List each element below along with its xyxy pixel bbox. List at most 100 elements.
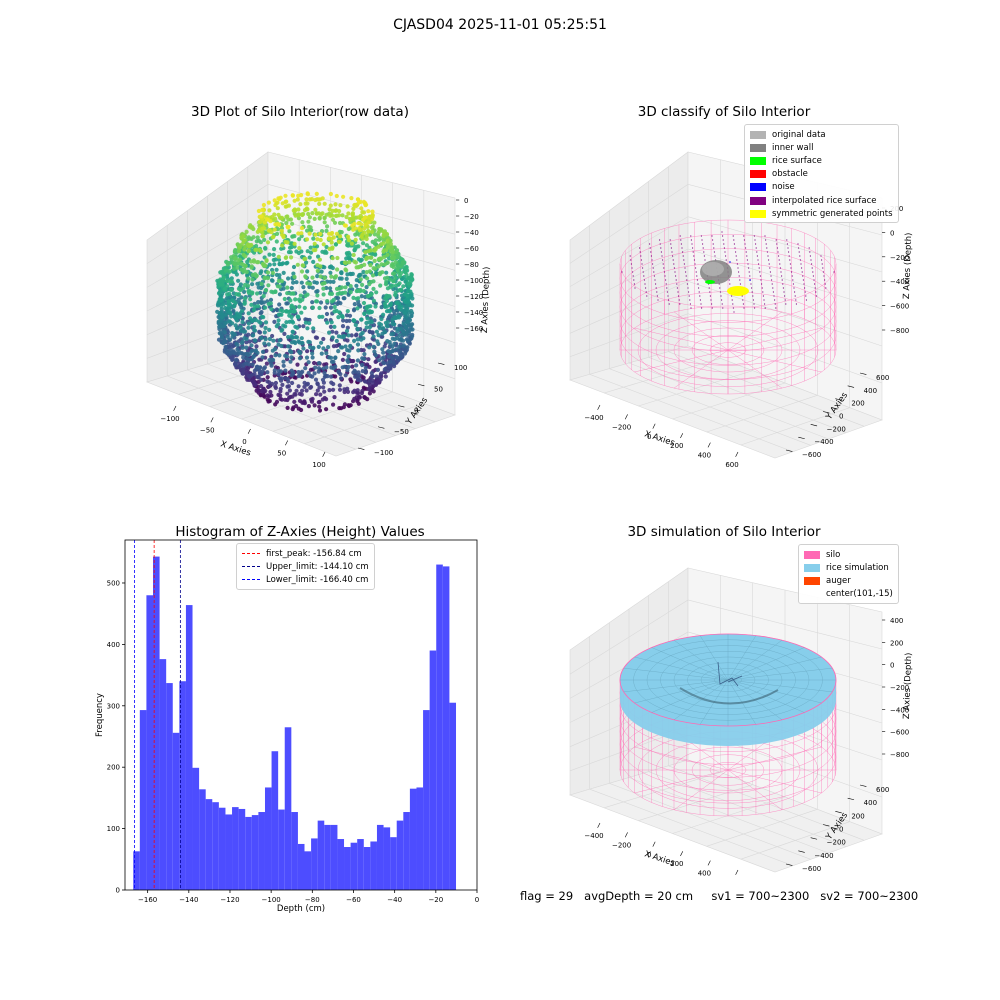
- point: [302, 208, 308, 213]
- point: [398, 349, 403, 354]
- point: [350, 212, 355, 218]
- legend-swatch: [750, 183, 766, 192]
- interpolated-point: [621, 271, 623, 273]
- point: [320, 211, 325, 216]
- point: [401, 284, 406, 289]
- point: [220, 282, 225, 287]
- point: [380, 356, 385, 361]
- classify-panel-title: 3D classify of Silo Interior: [637, 104, 811, 120]
- point: [296, 193, 301, 198]
- histogram-bar: [264, 787, 272, 890]
- point: [231, 266, 237, 271]
- tick-mark: [785, 449, 793, 452]
- histogram-bar: [225, 814, 233, 890]
- point: [352, 368, 357, 373]
- point: [272, 227, 277, 232]
- point: [271, 338, 276, 343]
- point: [408, 289, 413, 294]
- point: [397, 305, 402, 310]
- point: [322, 370, 327, 376]
- point: [284, 214, 289, 219]
- legend-swatch: [242, 553, 260, 555]
- interpolated-point: [642, 271, 644, 273]
- interpolated-point: [774, 303, 776, 305]
- tick-label: 0: [464, 197, 468, 205]
- interpolated-point: [798, 251, 800, 253]
- point: [381, 326, 386, 331]
- point: [374, 329, 379, 334]
- point: [346, 359, 351, 364]
- tick-label: −200: [890, 684, 909, 692]
- point: [339, 345, 344, 350]
- tick-label: −50: [200, 427, 215, 435]
- point: [303, 275, 308, 280]
- interpolated-point: [678, 299, 680, 301]
- point: [336, 334, 341, 339]
- point: [250, 282, 255, 287]
- tick-label: 50: [277, 450, 286, 458]
- interpolated-point: [651, 259, 653, 261]
- point: [281, 363, 286, 368]
- point: [363, 379, 368, 384]
- histogram-bar: [344, 847, 351, 890]
- point: [321, 292, 326, 297]
- histogram-bar: [317, 820, 325, 890]
- point: [221, 278, 226, 283]
- interpolated-point: [732, 303, 734, 305]
- point: [344, 328, 350, 334]
- point: [267, 384, 272, 389]
- point: [268, 389, 273, 395]
- interpolated-point: [711, 307, 713, 309]
- point: [346, 238, 352, 243]
- legend-swatch: [242, 579, 260, 581]
- point: [384, 309, 390, 314]
- tick-mark: [597, 404, 601, 410]
- tick-label: −80: [464, 261, 479, 269]
- legend-swatch: [750, 196, 766, 205]
- tick-label: −100: [464, 277, 483, 285]
- interpolated-point: [633, 283, 635, 285]
- tick-mark: [707, 860, 711, 866]
- point: [262, 330, 267, 335]
- point: [268, 301, 273, 306]
- point: [242, 329, 248, 334]
- point: [261, 366, 267, 371]
- point: [352, 338, 357, 343]
- point: [270, 333, 275, 339]
- interpolated-point: [823, 275, 825, 277]
- point: [314, 280, 319, 285]
- point: [237, 254, 243, 259]
- point: [347, 252, 352, 257]
- point: [379, 371, 384, 376]
- interpolated-point: [776, 243, 778, 245]
- rice-mesh: [727, 667, 833, 681]
- point: [364, 325, 369, 330]
- point: [360, 369, 365, 374]
- interpolated-point: [746, 259, 748, 261]
- point: [347, 313, 353, 318]
- point: [344, 214, 349, 220]
- point: [406, 281, 411, 286]
- interpolated-point: [741, 295, 743, 297]
- point: [401, 332, 406, 337]
- interpolated-point: [714, 255, 716, 257]
- point: [349, 196, 354, 201]
- simulation-3d-plot: −400−20002004006006004002000−200−400−600…: [569, 567, 914, 880]
- interpolated-point: [632, 275, 634, 277]
- point: [325, 299, 330, 304]
- interpolated-point: [773, 295, 775, 297]
- interpolated-point: [659, 239, 661, 241]
- point: [405, 276, 410, 281]
- point: [330, 299, 335, 304]
- interpolated-point: [702, 243, 704, 245]
- point: [337, 213, 342, 218]
- point: [299, 231, 304, 236]
- legend-entry: inner wall: [750, 141, 893, 154]
- rice-mesh: [727, 640, 783, 681]
- point: [298, 293, 303, 298]
- interpolated-point: [632, 271, 634, 273]
- interpolated-point: [655, 283, 657, 285]
- point: [370, 209, 375, 214]
- point: [299, 407, 304, 413]
- point: [366, 220, 371, 225]
